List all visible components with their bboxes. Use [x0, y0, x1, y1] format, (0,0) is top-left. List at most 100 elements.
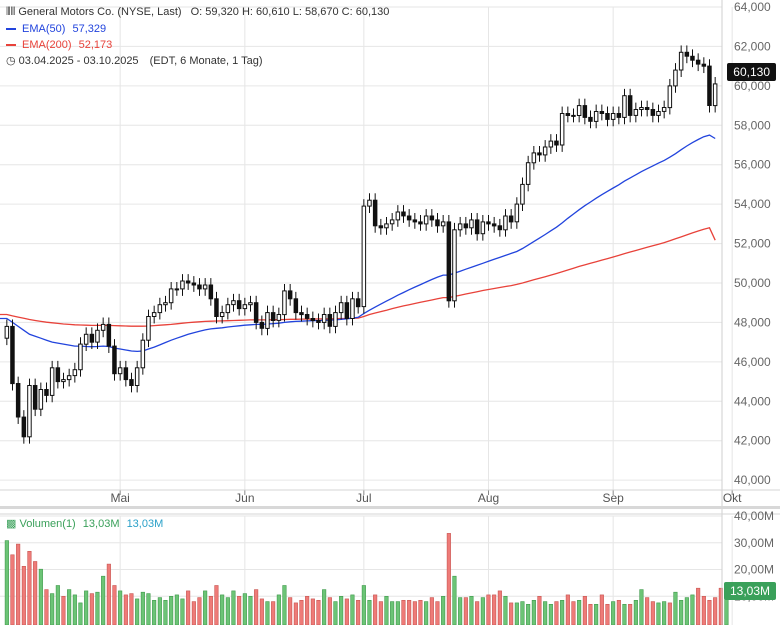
- candle-body: [491, 223, 497, 227]
- candle-body: [593, 111, 599, 122]
- candle-body: [21, 416, 27, 438]
- chart-type-icon: ⫴⫴: [6, 6, 16, 18]
- volume-bars-layer: [4, 533, 729, 626]
- candle-body: [265, 312, 270, 329]
- candle-body: [605, 113, 610, 120]
- candle-body: [378, 225, 384, 229]
- price-tick-label: 58,000: [734, 118, 771, 132]
- candle-body: [72, 369, 78, 377]
- volume-bar: [140, 591, 145, 626]
- volume-bar: [701, 595, 706, 626]
- candle-body: [259, 321, 265, 329]
- month-tick-label: Jun: [235, 491, 254, 505]
- ema50-legend[interactable]: EMA(50) 57,329: [6, 22, 106, 36]
- candle-body: [197, 284, 202, 290]
- volume-legend[interactable]: ▩ Volumen(1) 13,03M 13,03M: [6, 517, 163, 531]
- volume-bar: [628, 603, 633, 626]
- candle-body: [514, 203, 520, 223]
- volume-bar: [293, 602, 298, 626]
- candle-body: [55, 367, 61, 383]
- volume-bar: [135, 598, 140, 626]
- candle-body: [361, 205, 367, 308]
- candle-body: [678, 51, 684, 71]
- volume-bar: [667, 602, 672, 626]
- volume-bar: [248, 595, 253, 626]
- volume-bar: [299, 599, 304, 626]
- candle-body: [27, 385, 32, 438]
- volume-bar: [237, 595, 242, 626]
- volume-bar: [390, 601, 395, 626]
- volume-bar: [225, 597, 230, 626]
- price-grid: [0, 6, 733, 490]
- volume-bar: [84, 590, 89, 626]
- ema50-line: [0, 134, 716, 353]
- candle-body: [531, 152, 537, 164]
- price-tick-label: 52,000: [734, 237, 771, 251]
- month-tick-label: Mai: [110, 491, 129, 505]
- range-note: (EDT, 6 Monate, 1 Tag): [149, 55, 263, 67]
- volume-bar: [10, 554, 15, 626]
- volume-bar: [174, 594, 179, 626]
- volume-bar: [169, 595, 174, 626]
- candle-body: [214, 298, 219, 317]
- volume-bar: [458, 597, 463, 626]
- candle-body: [429, 215, 435, 221]
- candle-body: [78, 343, 83, 371]
- candle-body: [633, 109, 639, 116]
- candle-body: [508, 215, 514, 223]
- candle-body: [49, 367, 55, 396]
- candle-body: [542, 146, 548, 156]
- volume-bar: [21, 565, 26, 626]
- volume-bar: [305, 595, 310, 626]
- ema200-label: EMA(200): [22, 39, 72, 51]
- candle-body: [656, 111, 661, 116]
- volume-bar: [33, 561, 38, 626]
- volume-bar: [497, 590, 502, 626]
- volume-bar: [16, 543, 21, 626]
- date-range-row: ◷ 03.04.2025 - 03.10.2025 (EDT, 6 Monate…: [6, 54, 263, 68]
- volume-label: Volumen(1): [19, 518, 76, 530]
- volume-bar: [152, 599, 157, 626]
- price-tick-label: 60,000: [734, 79, 771, 93]
- volume-bar: [322, 589, 327, 626]
- candle-body: [389, 219, 395, 225]
- candle-body: [248, 302, 253, 306]
- candle-body: [520, 183, 525, 205]
- volume-bar: [503, 595, 508, 626]
- volume-bar: [429, 597, 434, 626]
- ema200-line: [0, 227, 716, 327]
- candle-body: [452, 229, 457, 302]
- candle-body: [316, 320, 321, 323]
- volume-bar: [95, 591, 100, 626]
- ema200-value: 52,173: [78, 39, 113, 51]
- candle-body: [412, 219, 418, 223]
- volume-tick-label: 40,00M: [734, 509, 774, 523]
- volume-bar: [696, 587, 701, 626]
- price-tick-label: 54,000: [734, 197, 771, 211]
- candle-body: [707, 65, 712, 106]
- candle-body: [310, 318, 316, 321]
- chart-title-row: ⫴⫴ General Motors Co. (NYSE, Last) O: 59…: [6, 5, 389, 19]
- volume-bar: [339, 595, 344, 626]
- candle-body: [293, 298, 299, 314]
- volume-bar: [38, 568, 43, 626]
- candle-body: [418, 221, 423, 225]
- candles-layer: [4, 45, 718, 444]
- price-tick-label: 50,000: [734, 276, 771, 290]
- candle-body: [497, 225, 503, 231]
- volume-bar: [707, 599, 712, 626]
- candle-body: [168, 288, 174, 304]
- candle-body: [270, 312, 276, 322]
- volume-tick-label: 20,00M: [734, 563, 774, 577]
- candle-body: [219, 312, 225, 318]
- candle-body: [673, 69, 678, 87]
- volume-bar: [344, 598, 349, 626]
- ema200-legend[interactable]: EMA(200) 52,173: [6, 38, 112, 52]
- volume-bar: [384, 595, 389, 626]
- candle-body: [157, 304, 163, 314]
- volume-bar: [214, 585, 219, 626]
- candle-body: [559, 113, 565, 146]
- candle-body: [32, 385, 38, 410]
